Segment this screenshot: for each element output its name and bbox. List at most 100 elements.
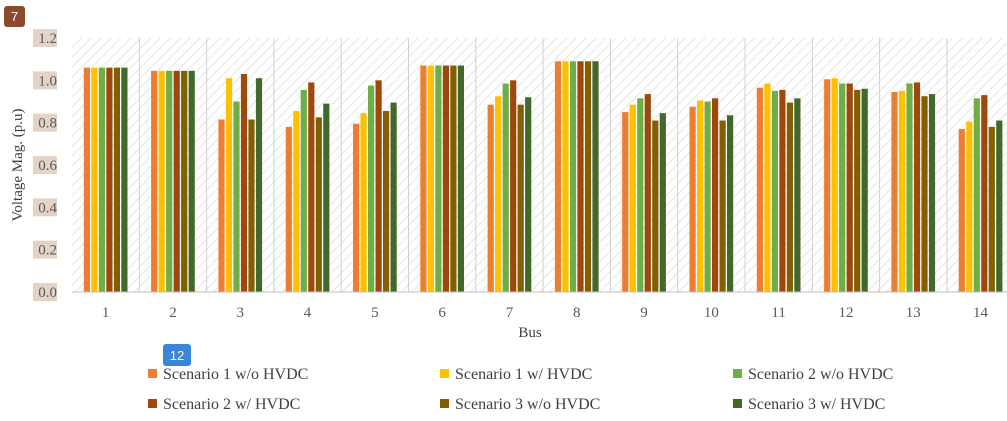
bar (427, 65, 434, 293)
x-tick-label: 7 (506, 305, 514, 321)
legend-label: Scenario 3 w/o HVDC (455, 396, 600, 413)
bar (121, 67, 128, 292)
bar (697, 100, 704, 292)
y-tick-highlight (33, 71, 57, 90)
x-tick-labels: 1 2 3 4 5 6 7 8 9 10 11 12 13 14 (102, 305, 989, 321)
bar (375, 80, 382, 292)
bar (913, 82, 921, 292)
y-tick-highlight (33, 240, 57, 259)
bar (225, 78, 233, 292)
bar (824, 79, 831, 292)
y-tick-label: 0.4 (38, 200, 57, 216)
bar (584, 61, 592, 292)
bar (525, 97, 532, 293)
bar (457, 65, 464, 293)
x-tick-label: 6 (438, 305, 446, 321)
bar (839, 83, 846, 292)
bar (689, 106, 696, 292)
y-tick-highlight (33, 283, 57, 301)
bar (637, 98, 644, 292)
legend-swatch (440, 369, 449, 378)
y-tick-highlight (33, 156, 57, 174)
x-tick-label: 8 (573, 305, 581, 321)
bar (368, 85, 375, 293)
legend-label: Scenario 2 w/ HVDC (163, 396, 300, 413)
y-tick-highlight (33, 29, 57, 47)
bar (285, 126, 292, 293)
marker-badge-legend: 12 (163, 344, 191, 366)
bar (181, 70, 188, 292)
bar (644, 94, 651, 292)
x-tick-label: 14 (973, 305, 989, 321)
bar (794, 98, 801, 292)
legend-swatch (733, 399, 742, 408)
bar (383, 111, 390, 292)
bar (562, 61, 569, 292)
bar (786, 102, 793, 292)
bar (255, 78, 263, 292)
bar (173, 70, 180, 292)
bar (450, 65, 457, 293)
bar (659, 113, 666, 292)
y-axis-title: Voltage Mag. (p.u) (10, 108, 26, 221)
bar (517, 104, 524, 292)
bar (188, 70, 195, 292)
bar (928, 94, 936, 292)
bar (629, 104, 636, 292)
bar (719, 120, 726, 292)
x-tick-label: 1 (102, 305, 110, 321)
bar (113, 67, 120, 292)
legend-label: Scenario 1 w/ HVDC (455, 366, 592, 383)
bar (98, 67, 105, 292)
y-tick-label: 0.6 (38, 158, 57, 174)
y-tick-label: 0.0 (38, 285, 57, 301)
y-tick-highlight (33, 113, 57, 132)
bar (151, 70, 158, 292)
category-separators (138, 38, 948, 292)
legend-label: Scenario 2 w/o HVDC (748, 366, 893, 383)
x-tick-label: 9 (640, 305, 648, 321)
bar (487, 104, 494, 292)
bar (861, 88, 868, 292)
bar (353, 123, 360, 292)
x-axis-title: Bus (518, 325, 542, 341)
legend-swatch (440, 399, 449, 408)
bar (308, 82, 315, 292)
marker-badge-top-label: 7 (11, 9, 18, 24)
marker-badge-legend-label: 12 (170, 348, 184, 363)
bar (779, 89, 786, 292)
bar (293, 111, 300, 292)
bar (592, 61, 599, 292)
x-tick-label: 12 (838, 305, 853, 321)
bar (233, 101, 240, 292)
bar (240, 73, 248, 292)
bar (569, 61, 577, 292)
bar (831, 78, 838, 292)
bar (756, 87, 763, 293)
bar (248, 119, 255, 293)
bar (106, 67, 113, 292)
bar (495, 96, 502, 293)
bar (966, 121, 973, 292)
y-tick-label: 1.0 (38, 73, 57, 89)
legend-swatch (148, 369, 157, 378)
y-tick-labels: 0.0 0.2 0.4 0.6 0.8 1.0 1.2 (33, 29, 58, 301)
bar (554, 61, 562, 292)
bar (906, 83, 913, 292)
bar (435, 65, 442, 293)
bar (577, 61, 584, 292)
legend-swatch (148, 399, 157, 408)
bar (921, 96, 928, 293)
legend-label: Scenario 1 w/o HVDC (163, 366, 308, 383)
y-tick-label: 0.8 (38, 116, 57, 132)
bar (360, 113, 367, 292)
bar (315, 117, 322, 293)
legend-label: Scenario 3 w/ HVDC (748, 396, 885, 413)
bar (988, 126, 995, 293)
x-tick-label: 2 (169, 305, 177, 321)
x-tick-label: 11 (771, 305, 785, 321)
y-tick-label: 1.2 (38, 31, 57, 47)
bar (390, 102, 397, 292)
x-tick-label: 3 (237, 305, 245, 321)
